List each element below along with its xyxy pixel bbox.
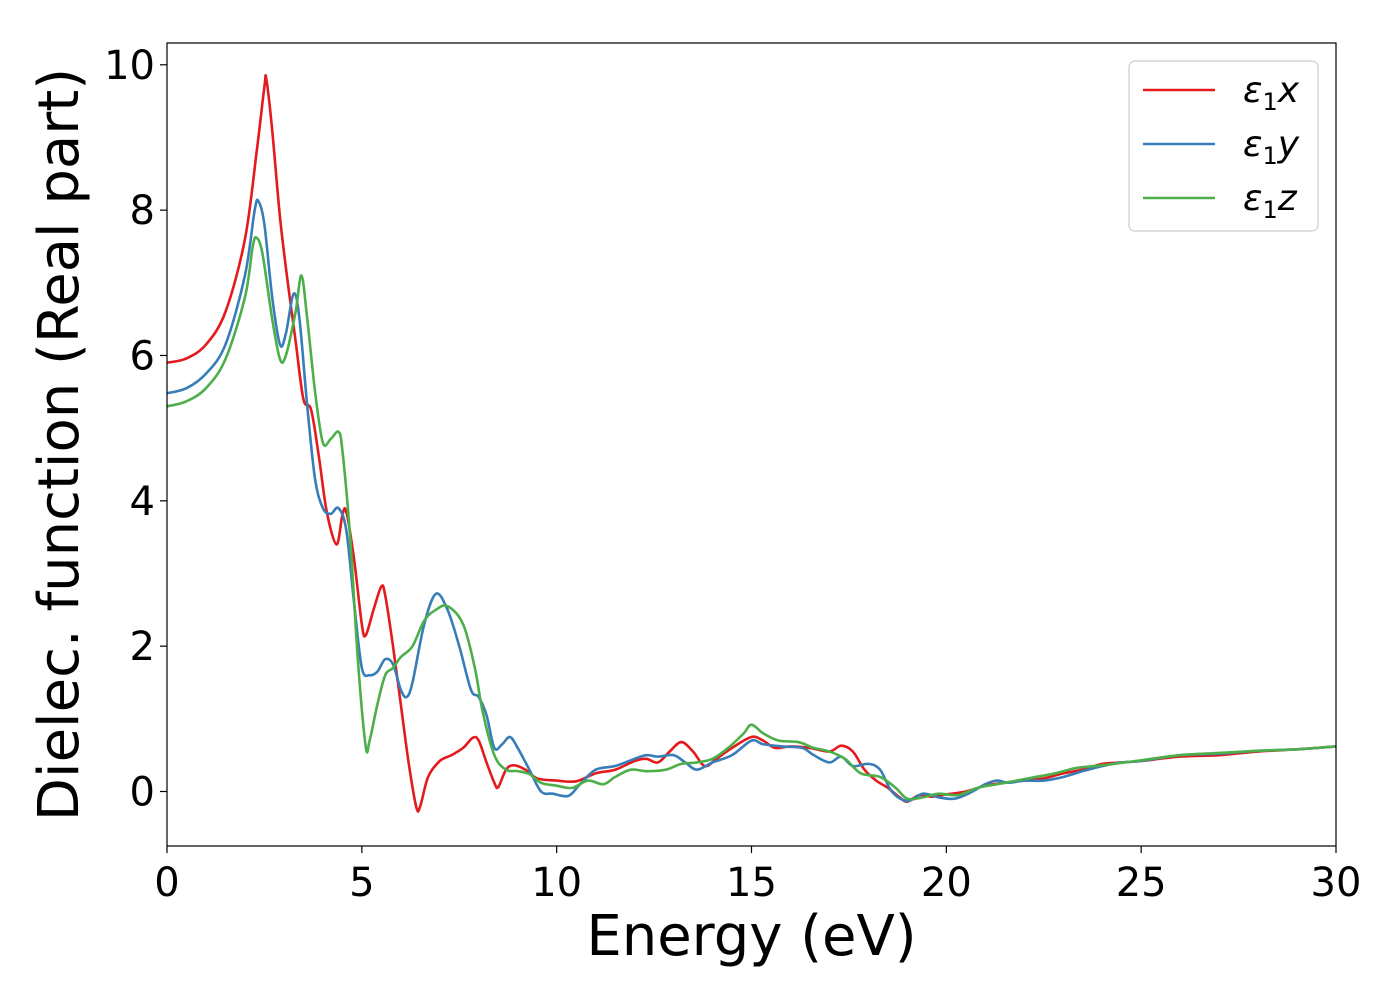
x-tick-label: 10	[531, 860, 582, 906]
x-tick-label: 5	[349, 860, 374, 906]
x-tick-label: 20	[921, 860, 972, 906]
legend-label: ε1x	[1243, 70, 1300, 116]
y-axis-ticks: 0 2 4 6 8 10	[104, 43, 167, 815]
x-tick-label: 15	[726, 860, 777, 906]
legend-entry-y: ε1y	[1143, 124, 1300, 170]
x-axis-label: Energy (eV)	[586, 904, 916, 969]
x-tick-label: 30	[1311, 860, 1362, 906]
x-tick-label: 25	[1116, 860, 1167, 906]
series-line-y	[167, 198, 1336, 803]
series-line-z	[167, 235, 1336, 801]
legend-entry-x: ε1x	[1143, 70, 1300, 116]
y-tick-label: 2	[130, 624, 155, 670]
legend-entry-z: ε1z	[1143, 178, 1298, 224]
series-layer	[167, 73, 1336, 813]
legend-label: ε1z	[1243, 178, 1298, 224]
y-tick-label: 6	[130, 333, 155, 379]
y-tick-label: 4	[130, 479, 155, 525]
y-tick-label: 10	[104, 43, 155, 89]
legend: ε1x ε1y ε1z	[1128, 60, 1319, 232]
y-axis-label: Dielec. function (Real part)	[27, 68, 92, 821]
x-axis-ticks: 0 5 10 15 20 25 30	[154, 846, 1361, 906]
y-tick-label: 8	[130, 188, 155, 234]
legend-box	[1128, 60, 1319, 232]
series-line-x	[167, 73, 1336, 813]
y-tick-label: 0	[130, 769, 155, 815]
x-tick-label: 0	[154, 860, 179, 906]
legend-label: ε1y	[1243, 124, 1300, 170]
